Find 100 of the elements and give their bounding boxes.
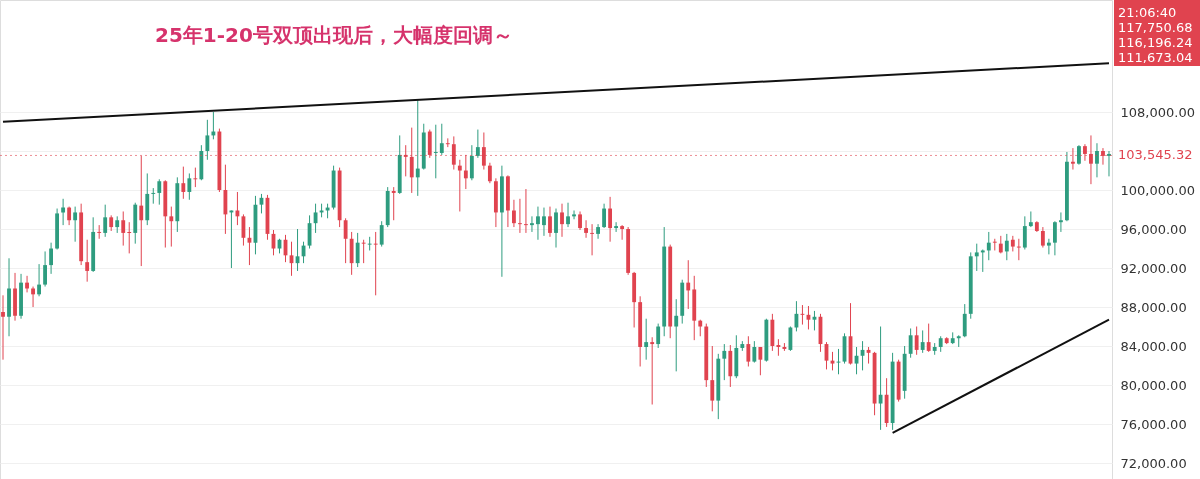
- candlestick: [518, 198, 522, 234]
- y-tick-label: 108,000.00: [1120, 104, 1195, 120]
- text: 21:06:40: [1118, 5, 1177, 20]
- candlestick: [1107, 150, 1111, 177]
- candlestick: [548, 206, 552, 238]
- candlestick: [596, 223, 600, 240]
- candlestick: [73, 206, 78, 243]
- candlestick: [560, 203, 564, 238]
- candlestick: [439, 123, 444, 156]
- text: 117,750.68: [1118, 20, 1193, 35]
- candlestick: [1071, 147, 1075, 171]
- candlestick: [674, 298, 679, 372]
- candlestick: [469, 144, 474, 181]
- y-tick-label: 92,000.00: [1120, 260, 1187, 276]
- candlestick: [554, 208, 558, 249]
- y-tick-label: 84,000.00: [1120, 338, 1187, 354]
- candlestick: [1095, 142, 1099, 178]
- candlestick: [463, 154, 468, 190]
- candlestick: [151, 187, 156, 205]
- candlestick: [530, 215, 534, 233]
- candlestick: [415, 99, 420, 197]
- candlestick: [391, 186, 396, 221]
- candlestick: [187, 172, 192, 201]
- y-tick-label: 88,000.00: [1120, 299, 1187, 315]
- y-tick-label: 76,000.00: [1120, 416, 1187, 432]
- candlestick: [103, 204, 108, 238]
- candlestick: [1028, 210, 1033, 228]
- candlestick: [169, 206, 174, 248]
- candlestick: [1089, 134, 1093, 185]
- candlestick: [361, 239, 366, 264]
- candlestick: [1022, 215, 1027, 250]
- text: 25年1-20号双顶出现后，大幅度回调～: [155, 23, 513, 47]
- candlestick: [524, 188, 528, 234]
- candlestick: [343, 217, 348, 264]
- candlestick: [980, 248, 985, 273]
- candlestick: [608, 196, 613, 243]
- candlestick: [974, 243, 979, 272]
- candlestick: [752, 340, 757, 364]
- candlestick: [614, 221, 619, 233]
- text: 116,196.24: [1118, 35, 1193, 50]
- candlestick: [1004, 233, 1009, 261]
- candlestick: [566, 202, 570, 228]
- candlestick: [1046, 238, 1051, 255]
- y-tick-label: 100,000.00: [1120, 182, 1195, 198]
- candlestick: [97, 224, 102, 240]
- candlestick: [1040, 226, 1045, 249]
- candlestick: [127, 221, 132, 254]
- candlestick: [37, 263, 41, 297]
- candlestick: [962, 303, 967, 338]
- candlestick: [926, 323, 931, 353]
- candlestick: [878, 326, 883, 431]
- candlestick: [536, 206, 540, 241]
- candlestick: [355, 232, 360, 268]
- candlestick: [1, 294, 5, 361]
- candlestick: [650, 336, 655, 406]
- candlestick: [451, 135, 456, 171]
- candlestick: [457, 159, 462, 212]
- candlestick: [31, 286, 35, 308]
- ref-line-label: 103,545.32: [1118, 147, 1193, 163]
- y-tick-label: 96,000.00: [1120, 221, 1187, 237]
- candlestick: [920, 329, 925, 354]
- candlestick: [181, 166, 186, 200]
- candlestick: [656, 323, 661, 349]
- candlestick: [908, 327, 913, 359]
- candlestick: [373, 231, 378, 296]
- candlestick: [788, 326, 793, 352]
- candlestick: [512, 199, 516, 228]
- candlestick: [590, 223, 594, 256]
- candlestick: [644, 318, 649, 361]
- candlestick: [427, 129, 432, 159]
- candlestick: [481, 132, 486, 171]
- candlestick: [487, 162, 492, 184]
- candlestick: [67, 206, 72, 226]
- candlestick: [43, 250, 47, 288]
- candlestick: [403, 144, 408, 177]
- candlestick: [758, 346, 763, 376]
- candlestick: [157, 178, 162, 206]
- candlestick: [620, 224, 625, 241]
- candlestick: [686, 259, 691, 310]
- y-tick-label: 72,000.00: [1120, 455, 1187, 471]
- candlestick: [1052, 220, 1057, 256]
- candlestick: [746, 335, 751, 367]
- candlestick: [602, 203, 607, 229]
- candlestick: [1058, 211, 1063, 233]
- candlestick: [1077, 144, 1081, 166]
- y-tick-label: 80,000.00: [1120, 377, 1187, 393]
- candlestick: [379, 220, 384, 248]
- candlestick: [710, 345, 715, 412]
- candlestick: [1083, 143, 1087, 162]
- candlestick: [229, 209, 234, 269]
- candlestick: [572, 209, 576, 220]
- candlestick: [722, 343, 727, 381]
- candlestick: [139, 155, 144, 267]
- candlestick: [85, 239, 90, 283]
- candlestick: [914, 326, 919, 356]
- candlestick: [193, 167, 198, 188]
- candlestick: [475, 129, 480, 159]
- candlestick: [49, 242, 54, 275]
- candlestick: [205, 119, 210, 161]
- text: 111,673.04: [1118, 50, 1193, 65]
